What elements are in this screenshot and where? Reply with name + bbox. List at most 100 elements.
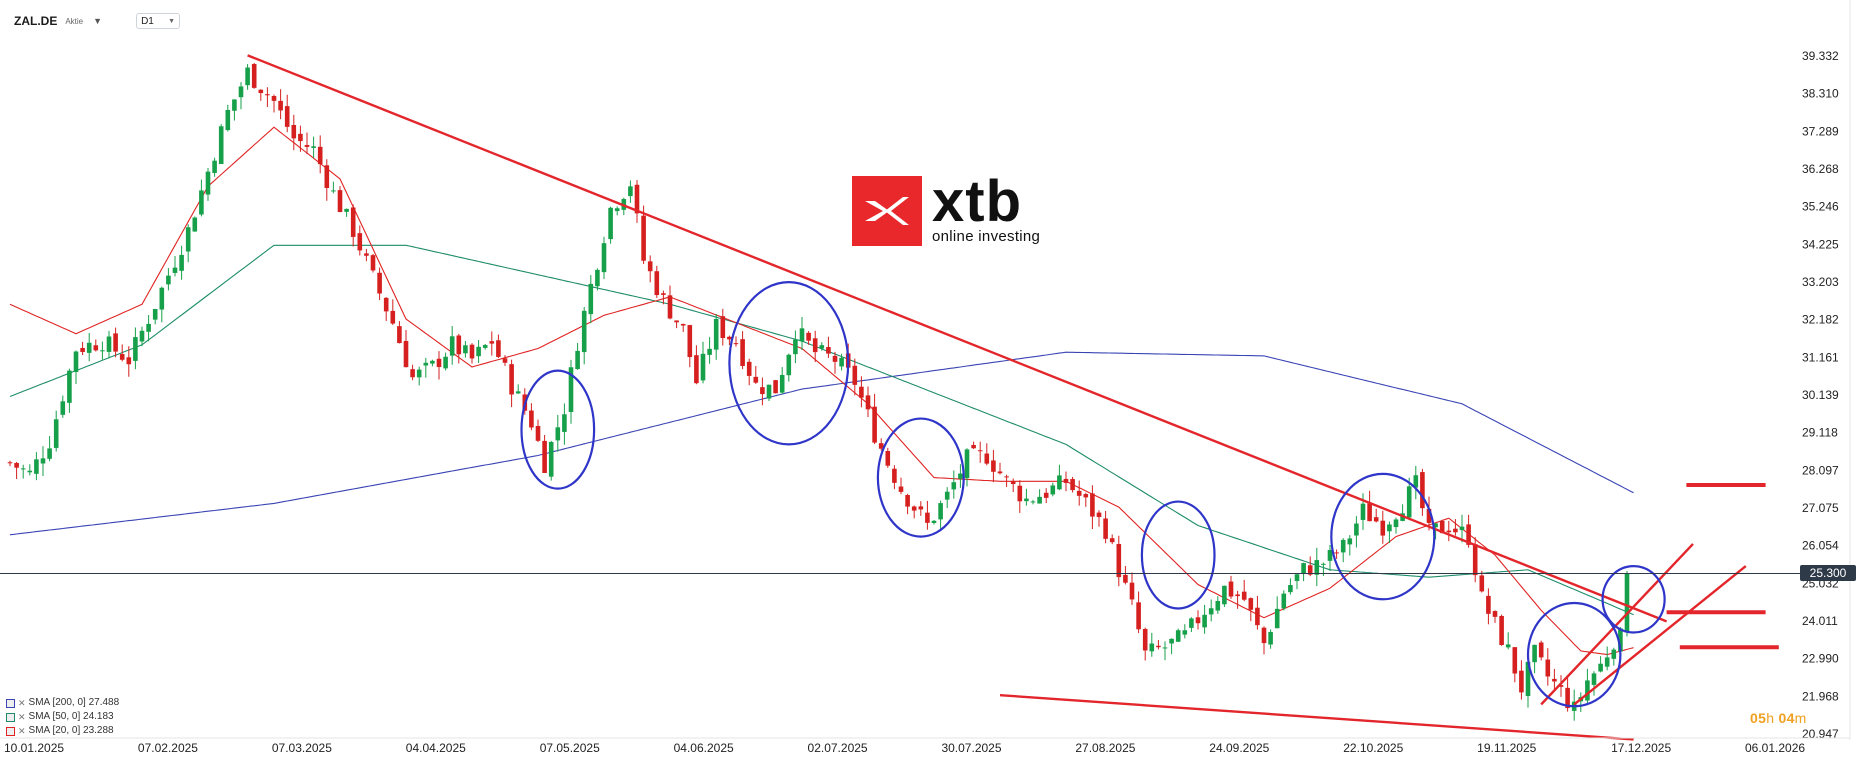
- candle: [687, 324, 693, 368]
- candle: [304, 132, 310, 155]
- candle: [1057, 464, 1062, 491]
- candle: [73, 350, 79, 384]
- legend-item-sma50[interactable]: ✕ SMA [50, 0] 24.183: [6, 710, 119, 724]
- legend-item-sma200[interactable]: ✕ SMA [200, 0] 27.488: [6, 696, 119, 710]
- candle: [799, 316, 805, 351]
- candle: [284, 94, 290, 133]
- candle: [1538, 640, 1544, 661]
- candle: [786, 353, 792, 382]
- candle: [793, 330, 798, 364]
- y-tick-label: 20.947: [1802, 727, 1839, 741]
- candle: [489, 331, 495, 356]
- candle: [278, 89, 283, 120]
- candle: [265, 87, 270, 107]
- candle: [152, 308, 158, 325]
- candle: [258, 89, 264, 101]
- candle: [509, 359, 514, 408]
- y-tick-label: 28.097: [1802, 463, 1839, 477]
- candle: [1208, 599, 1214, 622]
- legend-label: SMA [200, 0] 27.488: [28, 697, 120, 708]
- candle: [1017, 480, 1023, 513]
- candle: [212, 157, 217, 177]
- close-icon[interactable]: ✕: [18, 726, 26, 736]
- timeframe-select[interactable]: D1 ▼: [136, 13, 181, 29]
- x-tick-label: 07.05.2025: [540, 741, 600, 755]
- candle: [746, 358, 752, 386]
- trendline: [999, 693, 1634, 741]
- candle: [218, 124, 224, 165]
- candle: [1340, 538, 1346, 563]
- candle: [271, 94, 277, 113]
- candle: [766, 384, 772, 401]
- candle: [456, 333, 462, 364]
- candle: [370, 254, 376, 273]
- close-icon[interactable]: ✕: [18, 712, 26, 722]
- candle: [1281, 590, 1287, 611]
- candle: [1578, 692, 1584, 713]
- candle: [298, 125, 303, 152]
- candle: [100, 341, 105, 360]
- y-tick-label: 36.268: [1802, 162, 1839, 176]
- candle: [1334, 549, 1339, 559]
- candle: [1354, 516, 1359, 548]
- x-tick-label: 02.07.2025: [808, 741, 868, 755]
- candle: [1512, 647, 1518, 683]
- candle: [1532, 644, 1537, 674]
- x-tick-label: 27.08.2025: [1075, 741, 1135, 755]
- y-tick-label: 38.310: [1802, 87, 1839, 101]
- symbol-dropdown-icon[interactable]: ▼: [93, 16, 103, 26]
- candle: [634, 180, 640, 223]
- candle: [588, 275, 594, 324]
- candle: [951, 470, 957, 499]
- circle-annotation: [1330, 472, 1436, 601]
- candle: [1327, 545, 1333, 571]
- candle: [1215, 596, 1221, 614]
- settings-icon[interactable]: [6, 698, 15, 708]
- candle: [628, 180, 633, 203]
- countdown-hours: 05: [1750, 710, 1767, 726]
- circle-annotations: [520, 281, 1666, 708]
- candle: [1288, 578, 1293, 595]
- settings-icon[interactable]: [6, 712, 15, 722]
- candle: [1037, 489, 1042, 504]
- candle: [601, 236, 607, 279]
- candle: [859, 376, 864, 408]
- candle: [839, 353, 844, 371]
- candle: [67, 368, 72, 413]
- candle: [727, 335, 732, 346]
- candle: [1116, 535, 1122, 587]
- candle: [806, 331, 811, 345]
- candle: [898, 477, 904, 495]
- candle: [1024, 488, 1029, 506]
- candle: [647, 255, 653, 283]
- x-tick-label: 07.03.2025: [272, 741, 332, 755]
- candle: [1189, 617, 1194, 632]
- candle: [964, 448, 970, 487]
- x-tick-label: 17.12.2025: [1611, 741, 1671, 755]
- symbol-label[interactable]: ZAL.DE: [14, 14, 58, 28]
- candle: [496, 334, 501, 359]
- candle: [60, 395, 66, 418]
- legend-item-sma20[interactable]: ✕ SMA [20, 0] 23.288: [6, 724, 119, 738]
- candle: [1459, 514, 1465, 543]
- trendline: [1573, 565, 1747, 706]
- close-icon[interactable]: ✕: [18, 698, 26, 708]
- candle: [166, 268, 171, 291]
- candle: [436, 351, 442, 380]
- candle: [878, 438, 884, 451]
- candle: [350, 204, 356, 247]
- candle: [1380, 510, 1386, 544]
- candle: [397, 321, 402, 344]
- candle: [555, 414, 561, 452]
- candle: [443, 352, 448, 371]
- candle: [535, 419, 541, 443]
- candle: [1096, 510, 1102, 527]
- timeframe-value: D1: [141, 15, 154, 27]
- candle: [1433, 522, 1438, 540]
- candle: [1228, 575, 1234, 599]
- x-tick-label: 07.02.2025: [138, 741, 198, 755]
- candle: [1156, 640, 1161, 650]
- settings-icon[interactable]: [6, 726, 15, 736]
- candle: [324, 159, 330, 201]
